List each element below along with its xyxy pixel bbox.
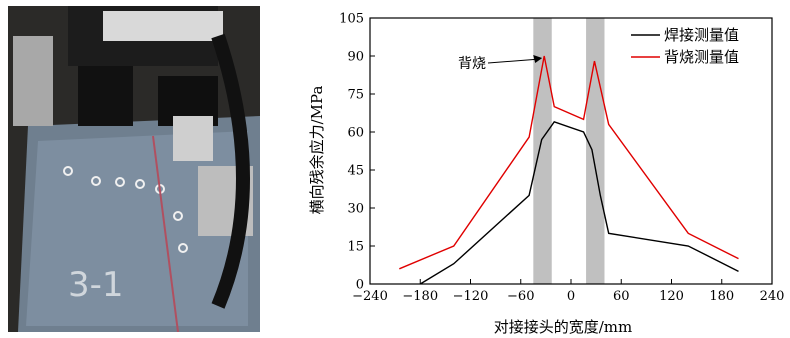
y-axis-label: 横向残余应力/MPa [308,86,326,215]
y-tick-label: 45 [347,164,364,179]
y-tick-label: 90 [347,50,364,65]
y-tick-label: 30 [347,202,364,217]
annotation-text: 背烧 [458,56,486,72]
legend-label-1: 背烧测量值 [664,48,739,66]
x-tick-label: −240 [352,289,388,304]
welding-photo: 3-1 [8,6,260,332]
ticks: −240 −180 −120 −60 0 60 120 180 240 0 15 30 45 60 75 90… [339,12,784,305]
y-tick-label: 105 [339,12,364,27]
shaded-band-0 [533,18,552,284]
x-tick-label: 0 [567,289,575,304]
legend-label-0: 焊接测量值 [664,26,739,44]
y-tick-label: 15 [347,240,364,255]
y-tick-label: 60 [347,126,364,141]
series-line-1 [399,55,739,270]
x-tick-label: 120 [659,289,684,304]
y-tick-label: 75 [347,88,364,103]
series-line-0 [419,121,739,285]
svg-text:3-1: 3-1 [68,265,124,305]
x-tick-label: −120 [453,289,489,304]
x-axis-label: 对接接头的宽度/mm [494,318,633,336]
x-tick-label: 180 [709,289,734,304]
annotation-arrow-line [487,58,541,64]
shaded-band-1 [586,18,605,284]
series-layer [399,55,739,285]
annotation: 背烧 [458,55,543,72]
x-tick-label: −60 [507,289,534,304]
annotation-arrowhead [533,55,543,63]
y-tick-label: 0 [356,278,364,293]
x-tick-label: 240 [760,289,785,304]
x-tick-label: 60 [613,289,630,304]
x-tick-label: −180 [402,289,438,304]
